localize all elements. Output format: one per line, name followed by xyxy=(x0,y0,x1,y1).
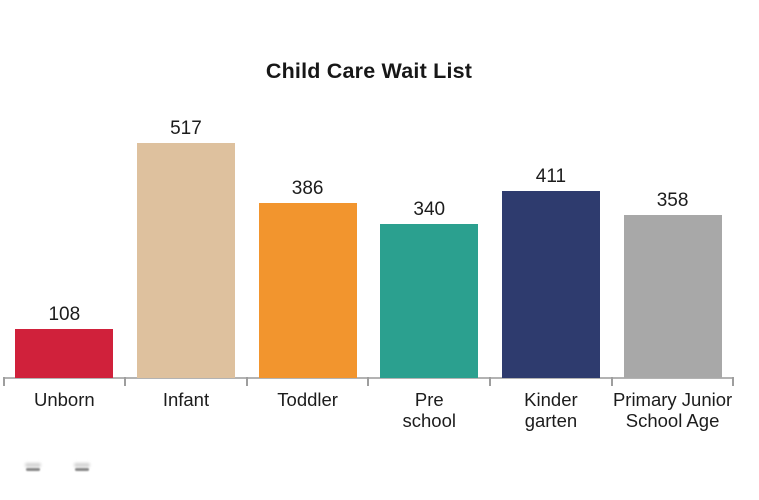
x-axis-label-line: Pre xyxy=(414,389,444,410)
x-axis-label-line: Primary Junior xyxy=(612,389,733,410)
bar-value-label: 358 xyxy=(656,190,689,211)
x-axis-label-pre-school: Pre school xyxy=(362,389,496,431)
x-axis-label-line: School Age xyxy=(625,409,720,431)
x-axis-label-line: garten xyxy=(524,409,578,431)
bar-value-label: 386 xyxy=(291,178,324,199)
x-axis-label-toddler: Toddler xyxy=(241,389,375,411)
x-axis-label-unborn: Unborn xyxy=(0,389,131,411)
x-axis-label-line: Unborn xyxy=(33,389,95,410)
x-axis-tick xyxy=(732,377,735,386)
x-axis-label-line: Infant xyxy=(162,389,210,410)
bar-pre-school xyxy=(380,224,479,378)
x-axis-tick xyxy=(2,377,5,386)
x-axis-tick xyxy=(610,377,613,386)
chart-title: Child Care Wait List xyxy=(265,59,473,83)
x-axis-tick xyxy=(245,377,248,386)
bar-kinder-garten xyxy=(501,191,600,378)
x-axis-label-line: Kinder xyxy=(524,389,578,410)
x-axis-label-line: school xyxy=(402,409,456,431)
cropped-text-fragment xyxy=(75,468,89,471)
bar-unborn xyxy=(15,329,114,378)
bar-value-label: 517 xyxy=(170,118,202,139)
bar-toddler xyxy=(258,203,357,378)
bar-primary-junior-school-age xyxy=(623,215,722,378)
bar-value-label: 340 xyxy=(413,199,446,220)
x-axis-label-line: Toddler xyxy=(277,389,338,410)
x-axis-tick xyxy=(489,377,492,386)
x-axis-tick xyxy=(367,377,370,386)
x-axis-label-primary-junior-school-age: Primary Junior School Age xyxy=(606,389,740,431)
cropped-text-fragment xyxy=(26,468,40,471)
x-axis-label-infant: Infant xyxy=(119,389,253,411)
bar-value-label: 411 xyxy=(535,166,567,187)
x-axis-tick xyxy=(124,377,127,386)
bar-infant xyxy=(136,143,235,378)
bar-value-label: 108 xyxy=(48,304,81,325)
x-axis-label-kinder-garten: Kinder garten xyxy=(484,389,618,431)
